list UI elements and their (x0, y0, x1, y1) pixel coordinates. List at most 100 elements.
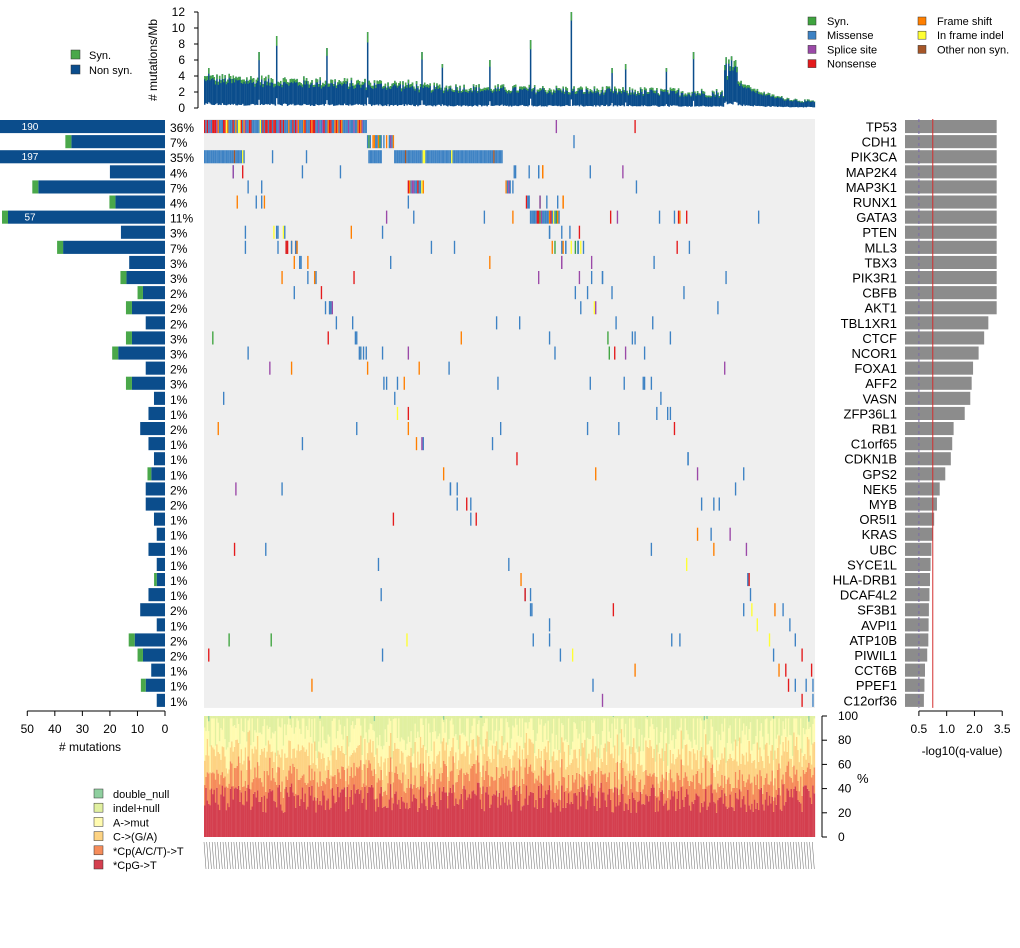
spectrum-segment (565, 807, 567, 837)
sample-label-mark (214, 841, 218, 870)
top-bar-nonsyn (285, 79, 287, 104)
spectrum-segment (221, 772, 224, 786)
spectrum-segment (744, 786, 746, 805)
top-bar-nonsyn (413, 86, 415, 106)
gene-count-bar (0, 150, 165, 164)
spectrum-segment (220, 794, 222, 837)
spectrum-segment (770, 720, 772, 751)
spectrum-segment (466, 718, 468, 742)
sample-label-mark (426, 841, 429, 870)
spectrum-segment (491, 716, 494, 719)
spectrum-segment (290, 716, 293, 728)
mutation-cell (447, 150, 449, 164)
gene-count-bar (109, 165, 165, 179)
top-bar-syn (206, 75, 209, 81)
sample-label-mark (730, 841, 734, 870)
top-bar-nonsyn (642, 93, 645, 107)
spectrum-segment (432, 783, 434, 805)
top-bar-syn (719, 92, 722, 95)
top-bar-syn (205, 76, 207, 82)
top-bar-nonsyn (520, 86, 522, 106)
top-bar-nonsyn (593, 86, 596, 106)
top-bar-nonsyn (411, 82, 414, 105)
spectrum-segment (487, 716, 490, 747)
spectrum-segment (798, 791, 801, 802)
mutation-cell (772, 648, 775, 662)
top-bar-syn (554, 90, 556, 93)
sample-label-mark (725, 841, 728, 870)
top-bar-syn (239, 76, 241, 80)
spectrum-segment (350, 716, 353, 726)
top-bar-syn (214, 80, 217, 85)
spectrum-segment (650, 776, 653, 788)
top-bar-syn (404, 82, 407, 87)
mutation-cell (669, 331, 672, 345)
spectrum-segment (699, 784, 702, 813)
top-bar-nonsyn (266, 81, 268, 105)
spectrum-segment (569, 754, 571, 765)
spectrum-segment (297, 744, 300, 780)
qvalue-bar (905, 361, 974, 375)
spectrum-segment (806, 788, 809, 837)
top-bar-syn (559, 88, 562, 91)
spectrum-segment (229, 747, 232, 762)
spectrum-segment (251, 748, 254, 783)
spectrum-segment (335, 783, 338, 802)
mutation-cell (313, 120, 316, 134)
top-bar-syn (745, 85, 748, 89)
top-bar-syn (271, 79, 274, 83)
top-bar-nonsyn (730, 56, 733, 104)
spectrum-segment (256, 735, 259, 763)
spectrum-segment (633, 716, 635, 719)
spectrum-segment (288, 718, 290, 741)
spectrum-segment (284, 812, 286, 837)
sample-label-mark (279, 841, 283, 870)
sample-label-mark (372, 841, 375, 870)
sample-label-mark (228, 841, 231, 870)
sample-label-mark (396, 841, 400, 870)
gene-name: SF3B1 (857, 603, 897, 618)
mutation-cell (312, 120, 314, 134)
top-bar-nonsyn (345, 81, 347, 106)
top-bar-syn (479, 88, 482, 92)
top-bar-syn (691, 91, 693, 94)
top-bar-syn (800, 101, 802, 103)
spectrum-segment (751, 750, 753, 763)
sample-label-mark (594, 841, 598, 870)
spectrum-swatch (93, 845, 104, 856)
spectrum-segment (463, 734, 465, 752)
top-bar-syn (289, 78, 292, 83)
spectrum-segment (700, 720, 703, 748)
spectrum-segment (315, 716, 317, 751)
top-bar-nonsyn (286, 82, 289, 106)
spectrum-segment (512, 770, 514, 787)
sample-label-mark (787, 841, 791, 870)
spectrum-segment (244, 716, 247, 719)
spectrum-segment (698, 796, 700, 837)
spectrum-segment (411, 767, 414, 789)
spectrum-segment (626, 745, 628, 764)
mutation-cell (683, 286, 685, 300)
top-bar-nonsyn (299, 82, 301, 106)
top-bar-syn (643, 87, 646, 91)
spectrum-segment (684, 796, 687, 837)
mutation-cell (376, 135, 378, 149)
top-bar-nonsyn (398, 83, 400, 106)
top-bar-syn (209, 75, 211, 81)
top-bar-nonsyn (357, 79, 359, 105)
spectrum-segment (719, 785, 722, 798)
spectrum-segment (277, 787, 279, 837)
top-bar-nonsyn (779, 96, 782, 107)
top-bar-syn (364, 78, 366, 83)
spectrum-segment (349, 756, 351, 776)
top-bar-nonsyn (680, 91, 683, 107)
spectrum-segment (603, 716, 605, 719)
top-bar-nonsyn (810, 100, 813, 107)
spectrum-segment (436, 756, 438, 780)
spectrum-segment (392, 750, 395, 783)
top-bar-syn (696, 91, 699, 94)
spectrum-segment (657, 716, 660, 753)
spectrum-segment (645, 769, 647, 795)
mutation-cell (700, 497, 703, 511)
spectrum-segment (237, 716, 240, 725)
